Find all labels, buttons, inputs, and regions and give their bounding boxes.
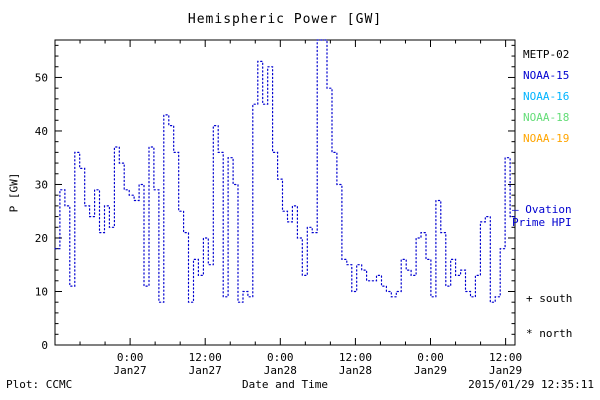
hpi-step-line bbox=[54, 39, 516, 303]
x-tick-date-label: Jan27 bbox=[114, 364, 147, 377]
ovation-annotation-line1: — Ovation bbox=[512, 203, 572, 216]
chart-title: Hemispheric Power [GW] bbox=[187, 12, 383, 27]
legend-item: METP-02 bbox=[523, 48, 570, 61]
x-tick-date-label: Jan27 bbox=[189, 364, 222, 377]
south-marker-label: + south bbox=[526, 292, 573, 305]
y-tick-label: 20 bbox=[35, 232, 48, 245]
x-axis-label: Date and Time bbox=[241, 378, 329, 391]
x-tick-date-label: Jan29 bbox=[414, 364, 447, 377]
x-tick-date-label: Jan28 bbox=[339, 364, 372, 377]
x-tick-time-label: 12:00 bbox=[339, 351, 372, 364]
x-tick-time-label: 12:00 bbox=[189, 351, 222, 364]
legend-item: NOAA-18 bbox=[523, 111, 570, 124]
x-tick-time-label: 12:00 bbox=[489, 351, 522, 364]
ovation-annotation-line2: Prime HPI bbox=[512, 216, 572, 229]
x-tick-time-label: 0:00 bbox=[117, 351, 144, 364]
plot-source-label: Plot: CCMC bbox=[6, 378, 73, 391]
plot-frame bbox=[54, 39, 516, 346]
y-tick-label: 50 bbox=[35, 71, 48, 84]
x-tick-time-label: 0:00 bbox=[267, 351, 294, 364]
y-tick-label: 30 bbox=[35, 178, 48, 191]
y-tick-label: 40 bbox=[35, 125, 48, 138]
legend-item: NOAA-16 bbox=[523, 90, 570, 103]
y-axis-label: P [GW] bbox=[7, 172, 21, 213]
ovation-annotation: — Ovation Prime HPI bbox=[512, 203, 572, 229]
y-tick-label: 10 bbox=[35, 285, 48, 298]
plot-timestamp: 2015/01/29 12:35:11 bbox=[468, 378, 594, 391]
satellite-legend: METP-02 NOAA-15 NOAA-16 NOAA-18 NOAA-19 bbox=[523, 44, 569, 149]
x-tick-date-label: Jan29 bbox=[489, 364, 522, 377]
y-tick-label: 0 bbox=[41, 339, 48, 352]
x-tick-time-label: 0:00 bbox=[417, 351, 444, 364]
legend-item: NOAA-15 bbox=[523, 69, 570, 82]
north-marker-label: * north bbox=[526, 327, 573, 340]
legend-item: NOAA-19 bbox=[523, 132, 570, 145]
x-tick-date-label: Jan28 bbox=[264, 364, 297, 377]
